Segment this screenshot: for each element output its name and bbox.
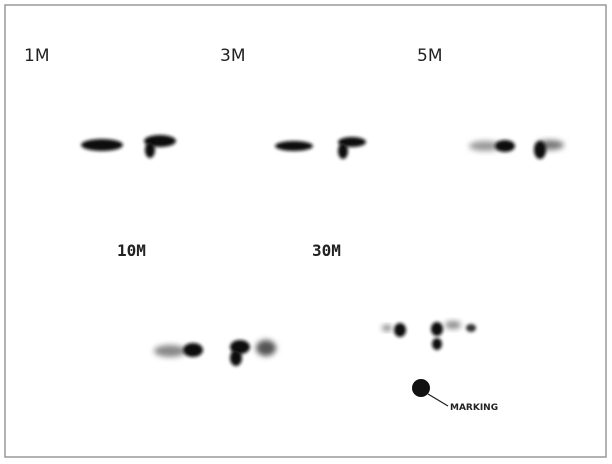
page: 1M 3M 5M 10M 30M MARKING (() =: [0, 0, 612, 464]
annotation-label: MARKING: [450, 403, 498, 413]
frame: [5, 5, 606, 457]
blot-figure: 1M 3M 5M 10M 30M MARKING: [0, 0, 612, 464]
panel-label: 1M: [24, 46, 49, 66]
panel-label: 3M: [220, 46, 245, 66]
panel-label: 30M: [312, 241, 341, 260]
panel-label: 10M: [117, 241, 146, 260]
marking-dot: [412, 379, 430, 397]
panel-label: 5M: [417, 46, 442, 66]
